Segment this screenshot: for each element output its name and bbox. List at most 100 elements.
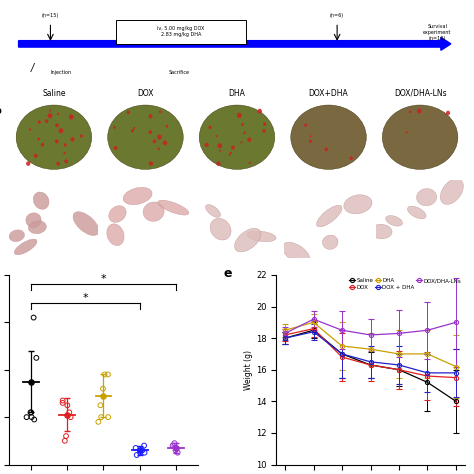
- Title: DOX+DHA: DOX+DHA: [309, 89, 348, 98]
- Text: Injection: Injection: [50, 70, 72, 75]
- Point: [30, 314, 37, 321]
- Point: [27, 409, 35, 416]
- Ellipse shape: [143, 202, 164, 221]
- Text: (n=6): (n=6): [330, 13, 344, 18]
- Point: [30, 416, 38, 423]
- Point: [64, 401, 71, 409]
- Ellipse shape: [64, 143, 67, 146]
- Ellipse shape: [406, 131, 408, 134]
- Ellipse shape: [9, 230, 25, 242]
- Ellipse shape: [409, 110, 411, 113]
- Ellipse shape: [41, 143, 44, 146]
- Ellipse shape: [159, 110, 161, 113]
- Point: [138, 447, 146, 454]
- Ellipse shape: [240, 141, 242, 143]
- Point: [140, 442, 148, 449]
- Ellipse shape: [16, 105, 91, 169]
- Point: [172, 444, 180, 452]
- Ellipse shape: [344, 195, 372, 214]
- Ellipse shape: [109, 206, 126, 222]
- Ellipse shape: [408, 206, 426, 219]
- Point: [23, 413, 30, 421]
- Point: [101, 371, 109, 378]
- Ellipse shape: [131, 129, 134, 132]
- Ellipse shape: [370, 224, 392, 239]
- Point: [171, 439, 178, 447]
- Text: *: *: [100, 273, 106, 284]
- Ellipse shape: [219, 150, 221, 152]
- Ellipse shape: [71, 137, 74, 142]
- Point: [136, 447, 144, 454]
- Ellipse shape: [291, 105, 366, 169]
- Ellipse shape: [58, 128, 63, 133]
- Point: [97, 401, 104, 409]
- Ellipse shape: [349, 156, 353, 160]
- Ellipse shape: [243, 132, 246, 134]
- Title: DOX/DHA-LNs: DOX/DHA-LNs: [394, 89, 447, 98]
- Ellipse shape: [247, 137, 251, 142]
- Ellipse shape: [158, 147, 160, 150]
- Ellipse shape: [26, 213, 41, 228]
- Text: /: /: [31, 63, 34, 73]
- Point: [171, 442, 178, 449]
- Ellipse shape: [37, 120, 41, 124]
- Ellipse shape: [149, 161, 153, 166]
- Ellipse shape: [228, 154, 230, 156]
- Ellipse shape: [45, 119, 48, 123]
- Title: Saline: Saline: [42, 89, 66, 98]
- Ellipse shape: [29, 128, 31, 131]
- Ellipse shape: [114, 146, 118, 150]
- Point: [64, 411, 71, 419]
- Ellipse shape: [73, 212, 99, 236]
- Point: [136, 447, 144, 454]
- Ellipse shape: [241, 123, 244, 126]
- Point: [99, 385, 107, 392]
- Ellipse shape: [309, 140, 312, 143]
- Point: [97, 413, 105, 421]
- Ellipse shape: [56, 162, 60, 165]
- FancyArrow shape: [18, 37, 451, 50]
- Ellipse shape: [246, 231, 276, 242]
- Ellipse shape: [304, 124, 307, 127]
- Point: [104, 413, 112, 421]
- Ellipse shape: [229, 152, 232, 155]
- Ellipse shape: [148, 114, 153, 118]
- Ellipse shape: [322, 235, 338, 249]
- Ellipse shape: [57, 113, 59, 115]
- Point: [169, 442, 176, 449]
- Ellipse shape: [123, 187, 152, 205]
- Ellipse shape: [49, 109, 51, 111]
- Point: [62, 432, 70, 440]
- Text: Sacrifice: Sacrifice: [169, 70, 190, 75]
- Title: DHA: DHA: [228, 89, 246, 98]
- Point: [172, 444, 180, 452]
- Point: [27, 409, 34, 416]
- Point: [94, 418, 102, 426]
- FancyBboxPatch shape: [117, 19, 246, 44]
- Point: [61, 437, 69, 445]
- Point: [133, 451, 140, 459]
- Ellipse shape: [158, 200, 189, 215]
- Ellipse shape: [55, 123, 59, 128]
- Ellipse shape: [218, 143, 222, 148]
- Point: [141, 449, 148, 456]
- Ellipse shape: [127, 110, 130, 114]
- Point: [67, 413, 74, 421]
- Title: DOX: DOX: [137, 89, 154, 98]
- Ellipse shape: [216, 162, 220, 166]
- Point: [104, 371, 112, 378]
- Ellipse shape: [163, 140, 167, 146]
- Point: [65, 409, 73, 416]
- Ellipse shape: [209, 126, 212, 129]
- Text: b: b: [0, 106, 1, 116]
- Ellipse shape: [28, 220, 46, 234]
- Ellipse shape: [263, 122, 266, 126]
- Ellipse shape: [148, 130, 152, 134]
- Text: (n=15): (n=15): [42, 13, 59, 18]
- Ellipse shape: [386, 216, 402, 226]
- Ellipse shape: [440, 179, 464, 204]
- Ellipse shape: [133, 127, 135, 129]
- Ellipse shape: [33, 192, 49, 210]
- Ellipse shape: [113, 126, 116, 129]
- Ellipse shape: [216, 135, 218, 137]
